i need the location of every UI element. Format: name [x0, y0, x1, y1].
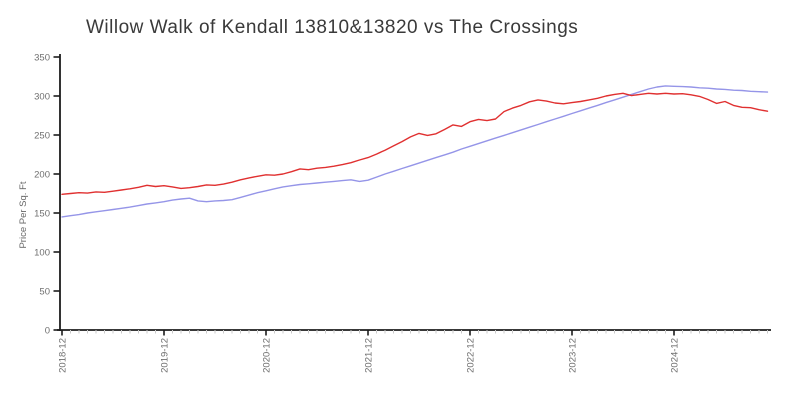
series-line-blue — [61, 85, 769, 218]
y-axis-title: Price Per Sq. Ft — [18, 181, 29, 249]
y-tick-label: 150 — [34, 209, 50, 220]
x-tick-label: 2021-12 — [364, 338, 375, 373]
y-tick-label: 200 — [34, 170, 50, 181]
x-tick-label: 2023-12 — [568, 338, 579, 373]
y-tick-label: 0 — [45, 326, 50, 337]
y-tick-label: 50 — [39, 287, 50, 298]
chart-title: Willow Walk of Kendall 13810&13820 vs Th… — [86, 17, 579, 38]
x-tick-label: 2024-12 — [670, 338, 681, 373]
x-tick-label: 2020-12 — [262, 338, 273, 373]
y-tick-label: 300 — [34, 92, 50, 103]
y-tick-label: 250 — [34, 131, 50, 142]
series-line-red — [61, 92, 769, 196]
y-tick-label: 350 — [34, 53, 50, 64]
x-tick-label: 2019-12 — [160, 338, 171, 373]
x-tick-label: 2018-12 — [58, 338, 69, 373]
x-tick-label: 2022-12 — [466, 338, 477, 373]
y-tick-label: 100 — [34, 248, 50, 259]
